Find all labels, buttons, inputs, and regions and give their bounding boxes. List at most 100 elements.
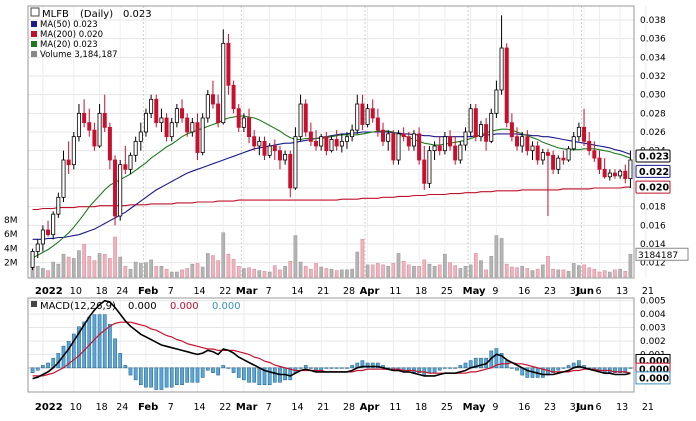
candle-body <box>123 164 128 170</box>
macd-histogram-bar <box>551 367 555 373</box>
candle-body <box>401 133 406 138</box>
macd-histogram-bar <box>448 367 452 369</box>
candle-body <box>422 159 427 184</box>
candle-body <box>458 144 463 161</box>
volume-bar <box>221 232 226 278</box>
macd-legend-value: 0.000 <box>128 301 157 312</box>
candle-body <box>478 124 483 138</box>
candle-body <box>164 117 169 138</box>
candle-body <box>381 129 386 142</box>
price-axis: 0.0380.0360.0340.0320.0300.0280.0260.024… <box>640 16 666 269</box>
volume-bar <box>520 266 525 278</box>
macd-histogram-bar <box>262 367 267 385</box>
volume-bar <box>118 256 123 278</box>
candle-body <box>118 164 123 217</box>
macd-collapse-icon <box>31 301 37 307</box>
macd-histogram-bar <box>46 362 50 369</box>
date-tick-label: 13 <box>616 286 628 297</box>
macd-histogram-bar <box>499 353 504 369</box>
macd-histogram-bar <box>479 357 483 369</box>
volume-bar <box>262 271 267 278</box>
date-tick-label: 11 <box>389 286 401 297</box>
candle-body <box>566 148 571 161</box>
macd-histogram-bar <box>221 365 226 369</box>
macd-panel-frame <box>27 297 635 393</box>
candle-body <box>303 103 308 133</box>
volume-bar <box>102 253 107 278</box>
price-tick-label: 0.030 <box>640 91 666 101</box>
macd-histogram-bar <box>77 326 81 369</box>
macd-legend-value: 0.000 <box>212 301 241 312</box>
date-tick-label: 21 <box>642 402 654 413</box>
macd-histogram-bar <box>365 362 370 369</box>
date-tick-label: 24 <box>116 402 128 413</box>
candle-body <box>159 117 164 124</box>
volume-bar <box>339 269 344 278</box>
macd-line <box>32 299 631 380</box>
volume-bar <box>602 270 607 278</box>
volume-bar <box>386 266 391 278</box>
volume-bar <box>61 253 66 278</box>
candle-body <box>484 124 489 142</box>
candle-body <box>231 84 236 110</box>
date-tick-label: Apr <box>360 402 380 413</box>
volume-bar <box>216 260 220 278</box>
macd-histogram-bar <box>200 367 205 378</box>
ma200-line <box>32 186 631 211</box>
candle-body <box>344 136 349 142</box>
date-tick-label: 22 <box>219 286 231 297</box>
candle-body <box>623 170 628 180</box>
candle-body <box>226 42 231 86</box>
candle-body <box>370 108 375 119</box>
date-tick-label: 7 <box>266 286 272 297</box>
macd-histogram-bar <box>113 338 117 369</box>
candle-body <box>272 145 277 152</box>
candle-body <box>463 131 468 146</box>
candle-body <box>262 140 267 156</box>
macd-histogram-bar <box>236 367 241 378</box>
volume-bar <box>381 264 385 278</box>
candle-body <box>530 145 535 152</box>
macd-histogram-bar <box>494 348 499 369</box>
volume-bar <box>618 268 622 278</box>
volume-bar <box>582 264 586 278</box>
volume-bar <box>159 266 164 278</box>
macd-histogram-bar <box>231 367 236 373</box>
candle-body <box>365 108 370 125</box>
candle-body <box>113 159 118 217</box>
macd-histogram-bar <box>324 367 329 369</box>
candle-body <box>288 153 293 189</box>
date-tick-label: 31 <box>570 402 582 413</box>
macd-histogram-bar <box>329 367 334 369</box>
date-tick-label: 23 <box>544 286 556 297</box>
volume-bar <box>479 260 483 278</box>
volume-bar <box>484 269 488 278</box>
legend-entry: MA(20) 0.023 <box>40 40 98 50</box>
volume-bar <box>350 268 354 278</box>
macd-histogram-bar <box>437 367 442 371</box>
ma50-tag: 0.022 <box>639 167 669 178</box>
macd-histogram-bar <box>298 367 303 369</box>
macd-histogram-bar <box>247 367 251 383</box>
legend-symbol: MLFB <box>42 9 69 20</box>
candle-body <box>545 152 550 156</box>
volume-bar <box>180 269 184 278</box>
candle-body <box>236 108 241 128</box>
macd-histogram-bar <box>577 360 581 369</box>
volume-bar <box>77 250 81 278</box>
candle-body <box>576 126 581 138</box>
date-tick-label: May <box>463 402 486 413</box>
macd-histogram-bar <box>102 314 107 369</box>
macd-histogram-bar <box>453 367 458 369</box>
volume-bar <box>267 271 272 278</box>
volume-tick-label: 6M <box>4 230 18 240</box>
volume-bar <box>319 266 324 278</box>
legend-last-price: 0.023 <box>123 9 152 20</box>
volume-bar <box>489 256 494 278</box>
candle-body <box>221 42 226 124</box>
candle-body <box>133 140 138 156</box>
macd-histogram-bar <box>185 367 190 383</box>
legend-swatch <box>31 21 37 27</box>
legend-swatch <box>31 31 37 37</box>
candle-body <box>571 136 576 150</box>
